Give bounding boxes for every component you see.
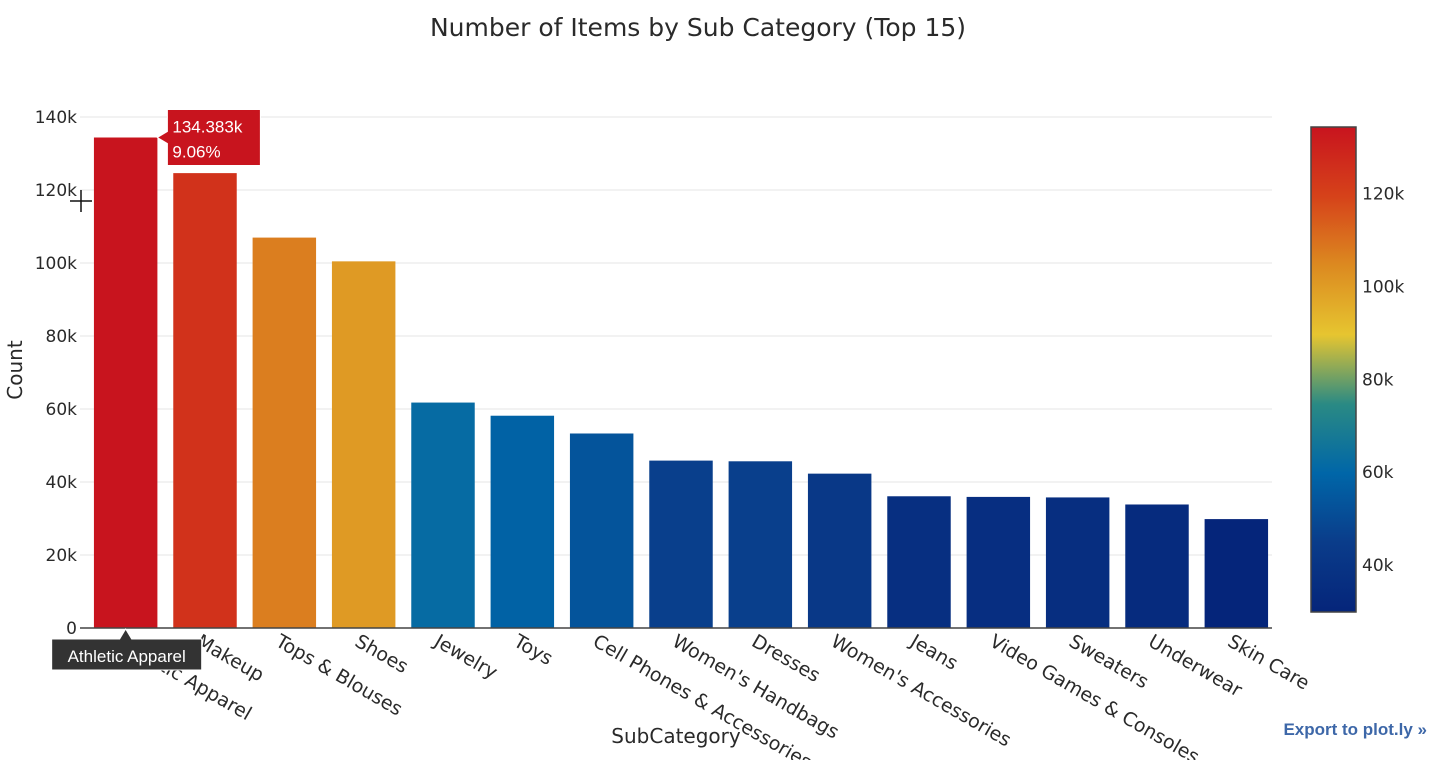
bar[interactable]: [966, 496, 1031, 628]
y-tick-label: 40k: [46, 473, 78, 493]
crosshair-cursor-icon: [70, 190, 92, 212]
hover-percent-label: 9.06%: [172, 143, 220, 162]
chart-title: Number of Items by Sub Category (Top 15): [430, 13, 966, 42]
bar[interactable]: [807, 473, 872, 628]
bar[interactable]: [887, 496, 951, 628]
x-tick-label: Toys: [509, 630, 557, 670]
x-axis-label: SubCategory: [611, 724, 741, 748]
bar[interactable]: [490, 415, 555, 628]
y-axis-label: Count: [3, 340, 27, 400]
colorbar-tick-label: 40k: [1362, 556, 1394, 576]
x-tick-label: Shoes: [351, 630, 412, 678]
y-tick-label: 0: [66, 619, 77, 639]
hover-value-box: [156, 109, 261, 167]
bar[interactable]: [252, 237, 317, 628]
y-tick-label: 120k: [35, 181, 77, 201]
bar[interactable]: [1125, 504, 1189, 628]
export-to-plotly-link[interactable]: Export to plot.ly »: [1283, 720, 1427, 739]
colorbar-tick-label: 80k: [1362, 370, 1394, 390]
hover-category-box: [51, 628, 203, 671]
hover-category-label: Athletic Apparel: [68, 647, 186, 666]
y-axis-ticks: 0 20k 40k 60k 80k 100k 120k 140k: [35, 108, 77, 639]
hover-value-label: 134.383k: [172, 118, 242, 137]
y-tick-label: 60k: [46, 400, 78, 420]
colorbar-tick-label: 100k: [1362, 278, 1404, 298]
colorbar: 40k 60k 80k 100k 120k: [1310, 126, 1404, 613]
colorbar-tick-label: 120k: [1362, 185, 1404, 205]
bars[interactable]: [93, 137, 1269, 628]
y-tick-label: 80k: [46, 327, 78, 347]
x-tick-label: Jewelry: [430, 630, 502, 684]
x-tick-label: Jeans: [906, 630, 962, 675]
bar[interactable]: [1045, 497, 1110, 628]
bar[interactable]: [411, 402, 475, 628]
colorbar-tick-label: 60k: [1362, 463, 1394, 483]
y-tick-label: 100k: [35, 254, 77, 274]
bar[interactable]: [728, 461, 793, 628]
bar[interactable]: [331, 261, 396, 628]
bar[interactable]: [93, 137, 158, 628]
bar[interactable]: [173, 173, 237, 628]
y-tick-label: 140k: [35, 108, 77, 128]
bar[interactable]: [1204, 519, 1269, 628]
colorbar-gradient: [1310, 126, 1357, 613]
hover-tooltip: 134.383k 9.06% Athletic Apparel: [51, 109, 261, 671]
bar[interactable]: [649, 460, 713, 628]
bar[interactable]: [569, 433, 634, 628]
y-tick-label: 20k: [46, 546, 78, 566]
